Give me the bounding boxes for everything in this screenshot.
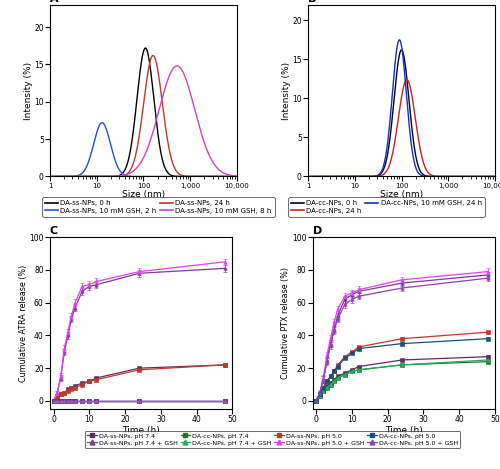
X-axis label: Time (h): Time (h) [385, 426, 422, 435]
Y-axis label: Cumulative ATRA release (%): Cumulative ATRA release (%) [19, 265, 28, 382]
X-axis label: Time (h): Time (h) [122, 426, 160, 435]
Legend: DA-ss-NPs, 0 h, DA-ss-NPs, 10 mM GSH, 2 h, DA-ss-NPs, 24 h, DA-ss-NPs, 10 mM GSH: DA-ss-NPs, 0 h, DA-ss-NPs, 10 mM GSH, 2 … [42, 197, 274, 217]
X-axis label: Size (nm): Size (nm) [380, 190, 423, 199]
Text: A: A [50, 0, 58, 4]
Legend: DA-cc-NPs, 0 h, DA-cc-NPs, 24 h, DA-cc-NPs, 10 mM GSH, 24 h: DA-cc-NPs, 0 h, DA-cc-NPs, 24 h, DA-cc-N… [288, 197, 484, 217]
Legend: DA-ss-NPs, pH 7.4, DA-ss-NPs, pH 7.4 + GSH, DA-cc-NPs, pH 7.4, DA-cc-NPs, pH 7.4: DA-ss-NPs, pH 7.4, DA-ss-NPs, pH 7.4 + G… [85, 431, 460, 448]
Y-axis label: Intensity (%): Intensity (%) [282, 61, 291, 120]
Text: B: B [308, 0, 316, 4]
Y-axis label: Cumulative PTX release (%): Cumulative PTX release (%) [282, 267, 290, 379]
X-axis label: Size (nm): Size (nm) [122, 190, 165, 199]
Text: C: C [50, 227, 58, 236]
Text: D: D [312, 227, 322, 236]
Y-axis label: Intensity (%): Intensity (%) [24, 61, 32, 120]
